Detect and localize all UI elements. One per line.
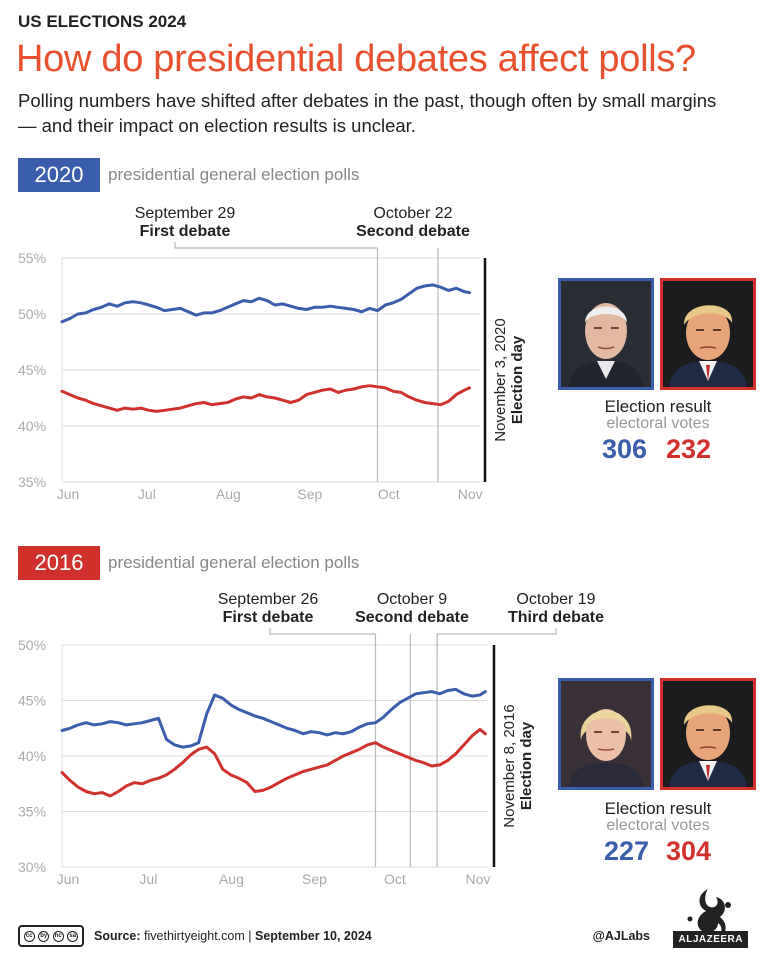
rep-electoral-votes-2020: 232 (666, 434, 712, 464)
y-tick-label: 40% (18, 748, 46, 764)
debate-date-label: September 26 (218, 591, 319, 608)
debate-name-label: First debate (223, 609, 314, 626)
biden-portrait-icon (561, 281, 651, 387)
y-tick-label: 45% (18, 362, 46, 378)
y-tick-label: 40% (18, 418, 46, 434)
debate-connector (436, 628, 557, 650)
y-tick-label: 50% (18, 637, 46, 653)
x-tick-label: Oct (378, 486, 400, 502)
debate-name-label: Second debate (355, 609, 469, 626)
x-tick-label: Sep (297, 486, 322, 502)
source-label: Source: (94, 929, 141, 943)
y-tick-label: 50% (18, 306, 46, 322)
y-tick-label: 35% (18, 474, 46, 490)
cc-license-icon: cc by nc sa (18, 925, 84, 947)
democrat-poll-line (60, 687, 487, 749)
cc-by-icon: by (38, 930, 50, 942)
section-label-2020: presidential general election polls (108, 165, 360, 184)
trump-portrait-icon (663, 681, 753, 787)
subtitle: Polling numbers have shifted after debat… (18, 90, 717, 136)
election-result-title-2020: Election result (604, 397, 712, 416)
rep-electoral-votes-2016: 304 (666, 836, 712, 866)
x-tick-label: Jul (138, 486, 156, 502)
candidate-photo-biden (558, 278, 654, 390)
election-day-label: November 3, 2020 Election day (492, 318, 526, 441)
election-result-title-2016: Election result (604, 799, 712, 818)
debate-date-label: September 29 (135, 205, 236, 222)
source-separator: | (248, 929, 252, 943)
debate-connector (269, 628, 376, 635)
debate-date-label: October 9 (377, 591, 447, 608)
cc-nc-icon: nc (52, 930, 64, 942)
y-tick-label: 55% (18, 250, 46, 266)
election-day-date: November 8, 2016 (501, 704, 518, 827)
year-badge-2020: 2020 (18, 158, 100, 192)
election-day-name: Election day (509, 335, 526, 424)
section-label-2016: presidential general election polls (108, 553, 360, 572)
debate-date-label: October 19 (516, 591, 595, 608)
election-day-label: November 8, 2016 Election day (501, 704, 535, 827)
x-tick-label: Jun (57, 871, 80, 887)
republican-poll-line (60, 384, 471, 413)
source-text: fivethirtyeight.com (144, 929, 245, 943)
year-badge-2016: 2016 (18, 546, 100, 580)
source-line: Source: fivethirtyeight.com | September … (94, 929, 372, 943)
x-tick-label: Aug (216, 486, 241, 502)
cc-icon: cc (23, 930, 35, 942)
candidate-photo-clinton (558, 678, 654, 790)
trump-portrait-icon (663, 281, 753, 387)
debate-name-label: First debate (140, 223, 231, 240)
election-day-name: Election day (518, 721, 535, 810)
dem-electoral-votes-2016: 227 (604, 836, 650, 866)
source-date: September 10, 2024 (254, 929, 372, 943)
debate-connector (174, 242, 378, 249)
clinton-portrait-icon (561, 681, 651, 787)
x-tick-label: Nov (458, 486, 483, 502)
candidate-photo-trump-2016 (660, 678, 756, 790)
page-title: How do presidential debates affect polls… (16, 38, 696, 80)
democrat-poll-line (60, 283, 471, 324)
footer: cc by nc sa Source: fivethirtyeight.com … (18, 889, 758, 955)
aljazeera-logo-icon (687, 889, 731, 939)
y-tick-label: 45% (18, 693, 46, 709)
x-tick-label: Jun (57, 486, 80, 502)
candidate-photo-trump-2020 (660, 278, 756, 390)
aljazeera-wordmark: ALJAZEERA (673, 931, 748, 948)
kicker: US ELECTIONS 2024 (18, 12, 187, 31)
x-tick-label: Oct (384, 871, 406, 887)
electoral-votes-label-2020: electoral votes (606, 415, 710, 432)
cc-sa-icon: sa (67, 930, 79, 942)
republican-poll-line (60, 727, 487, 798)
debate-name-label: Third debate (508, 609, 604, 626)
electoral-votes-label-2016: electoral votes (606, 817, 710, 834)
election-day-date: November 3, 2020 (492, 318, 509, 441)
x-tick-label: Sep (302, 871, 327, 887)
x-tick-label: Jul (139, 871, 157, 887)
dem-electoral-votes-2020: 306 (602, 434, 648, 464)
x-tick-label: Aug (219, 871, 244, 887)
debate-name-label: Second debate (356, 223, 470, 240)
y-tick-label: 30% (18, 859, 46, 875)
x-tick-label: Nov (465, 871, 490, 887)
debate-date-label: October 22 (373, 205, 452, 222)
ajlabs-handle: @AJLabs (592, 929, 650, 943)
y-tick-label: 35% (18, 804, 46, 820)
